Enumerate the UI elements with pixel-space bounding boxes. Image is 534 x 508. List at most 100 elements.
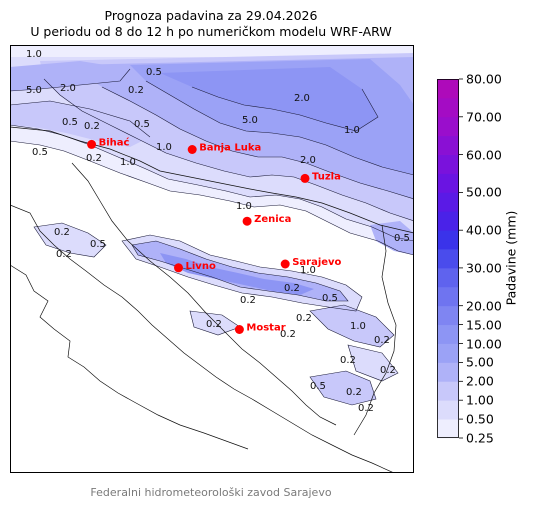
contour-label: 1.0 bbox=[236, 201, 252, 212]
contour-label: 1.0 bbox=[156, 142, 172, 153]
colorbar-tick-label: 20.00 bbox=[466, 298, 502, 314]
precip-band-left-lobe bbox=[10, 101, 150, 147]
colorbar-band bbox=[437, 249, 459, 269]
colorbar-band bbox=[437, 79, 459, 99]
colorbar-tick-label: 30.00 bbox=[466, 260, 502, 276]
city-label: Sarajevo bbox=[292, 257, 341, 268]
city-marker bbox=[234, 325, 244, 334]
precip-patch-far-east bbox=[370, 221, 414, 255]
contour-label: 5.0 bbox=[242, 115, 258, 126]
contour-label: 0.2 bbox=[84, 121, 100, 132]
contour-label: 0.5 bbox=[32, 147, 48, 158]
precipitation-map: 1.0 5.0 2.0 0.5 0.2 1.0 0.5 2.0 5.0 1.0 … bbox=[10, 45, 414, 473]
colorbar-band bbox=[437, 419, 459, 439]
contour-label: 0.5 bbox=[62, 117, 78, 128]
colorbar-tick-label: 5.00 bbox=[466, 354, 494, 370]
contour-label: 1.0 bbox=[26, 49, 42, 60]
colorbar-band bbox=[437, 343, 459, 363]
map-title: Prognoza padavina za 29.04.2026 bbox=[104, 8, 318, 23]
colorbar-tick-label: 70.00 bbox=[466, 109, 502, 125]
contour-label: 0.5 bbox=[394, 233, 410, 244]
contour-label: 0.2 bbox=[56, 249, 72, 260]
colorbar-band bbox=[437, 400, 459, 420]
colorbar-band bbox=[437, 97, 459, 118]
contour-label: 2.0 bbox=[294, 93, 310, 104]
city-label: Bihać bbox=[99, 136, 130, 148]
contour-label: 0.2 bbox=[358, 403, 374, 414]
city-label: Tuzla bbox=[312, 171, 341, 182]
colorbar-band bbox=[437, 211, 459, 231]
precip-patch-east bbox=[310, 305, 394, 347]
colorbar-band bbox=[437, 154, 459, 174]
contour-label: 1.0 bbox=[120, 157, 136, 168]
precip-patch-west bbox=[34, 223, 106, 257]
precip-patch-south bbox=[310, 371, 376, 405]
contour-label: 0.5 bbox=[90, 239, 106, 250]
precip-patch-se bbox=[348, 345, 398, 381]
city-label: Mostar bbox=[246, 323, 285, 334]
contour-label: 0.2 bbox=[206, 319, 222, 330]
colorbar-tick-label: 1.00 bbox=[466, 392, 494, 408]
precip-patch-central-3 bbox=[160, 253, 314, 295]
colorbar-tick-label: 80.00 bbox=[466, 71, 502, 87]
contour-label: 0.2 bbox=[128, 85, 144, 96]
colorbar-band bbox=[437, 116, 459, 137]
colorbar-label: Padavine (mm) bbox=[503, 210, 519, 306]
contour-label: 1.0 bbox=[300, 265, 316, 276]
colorbar-band bbox=[437, 324, 459, 344]
precip-patch-sw bbox=[190, 311, 240, 335]
city-marker bbox=[87, 139, 97, 149]
city-marker bbox=[187, 145, 197, 154]
contour-label: 0.2 bbox=[284, 283, 300, 294]
city-label: Livno bbox=[186, 261, 216, 272]
contour-label: 0.2 bbox=[86, 153, 102, 164]
colorbar-band bbox=[437, 173, 459, 193]
contour-label: 2.0 bbox=[60, 83, 76, 94]
city-marker bbox=[300, 173, 310, 183]
contour-label: 0.2 bbox=[240, 295, 256, 306]
colorbar-tick-label: 10.00 bbox=[466, 336, 502, 352]
colorbar-band bbox=[437, 286, 459, 307]
map-frame bbox=[10, 45, 414, 473]
contour-label: 0.2 bbox=[54, 227, 70, 238]
colorbar-tick-label: 50.00 bbox=[466, 184, 502, 200]
colorbar-band bbox=[437, 267, 459, 288]
map-subtitle: U periodu od 8 do 12 h po numeričkom mod… bbox=[30, 24, 392, 39]
city-label: Banja Luka bbox=[199, 143, 261, 154]
colorbar-tick-label: 40.00 bbox=[466, 222, 502, 238]
contour-label: 5.0 bbox=[26, 85, 42, 96]
city-label: Zenica bbox=[254, 214, 291, 225]
colorbar-tick-label: 0.25 bbox=[466, 430, 494, 446]
contour-lines bbox=[10, 68, 414, 406]
colorbar bbox=[437, 78, 463, 439]
city-marker bbox=[174, 263, 183, 273]
contour-label: 1.0 bbox=[350, 321, 366, 332]
contour-label: 0.5 bbox=[310, 381, 326, 392]
contour-label: 0.5 bbox=[322, 293, 338, 304]
contour-label: 0.2 bbox=[340, 355, 356, 366]
contour-label: 1.0 bbox=[344, 125, 360, 136]
colorbar-band bbox=[437, 305, 459, 326]
footer-credit: Federalni hidrometeorološki zavod Saraje… bbox=[90, 486, 332, 499]
contour-label: 0.2 bbox=[296, 313, 312, 324]
contour-label: 0.2 bbox=[380, 365, 396, 376]
colorbar-band bbox=[437, 230, 459, 250]
colorbar-band bbox=[437, 381, 459, 401]
city-marker bbox=[242, 216, 252, 226]
contour-label: 2.0 bbox=[300, 155, 316, 166]
colorbar-tick-label: 60.00 bbox=[466, 147, 502, 163]
colorbar-band bbox=[437, 135, 459, 155]
colorbar-band bbox=[437, 192, 459, 212]
contour-label: 0.2 bbox=[280, 329, 296, 340]
precip-band-upper-left bbox=[10, 61, 130, 91]
city-marker bbox=[280, 259, 290, 269]
colorbar-tick-label: 0.50 bbox=[466, 411, 494, 427]
contour-label: 0.5 bbox=[134, 119, 150, 130]
contour-label: 0.5 bbox=[146, 67, 162, 78]
colorbar-band bbox=[437, 362, 459, 382]
precip-band-north-core bbox=[160, 67, 378, 131]
contour-labels: 1.0 5.0 2.0 0.5 0.2 1.0 0.5 2.0 5.0 1.0 … bbox=[26, 49, 410, 414]
city-markers: Bihać Banja Luka Tuzla Zenica Livno Sarajevo M… bbox=[87, 136, 342, 334]
colorbar-tick-label: 15.00 bbox=[466, 317, 502, 333]
contour-label: 0.2 bbox=[346, 387, 362, 398]
